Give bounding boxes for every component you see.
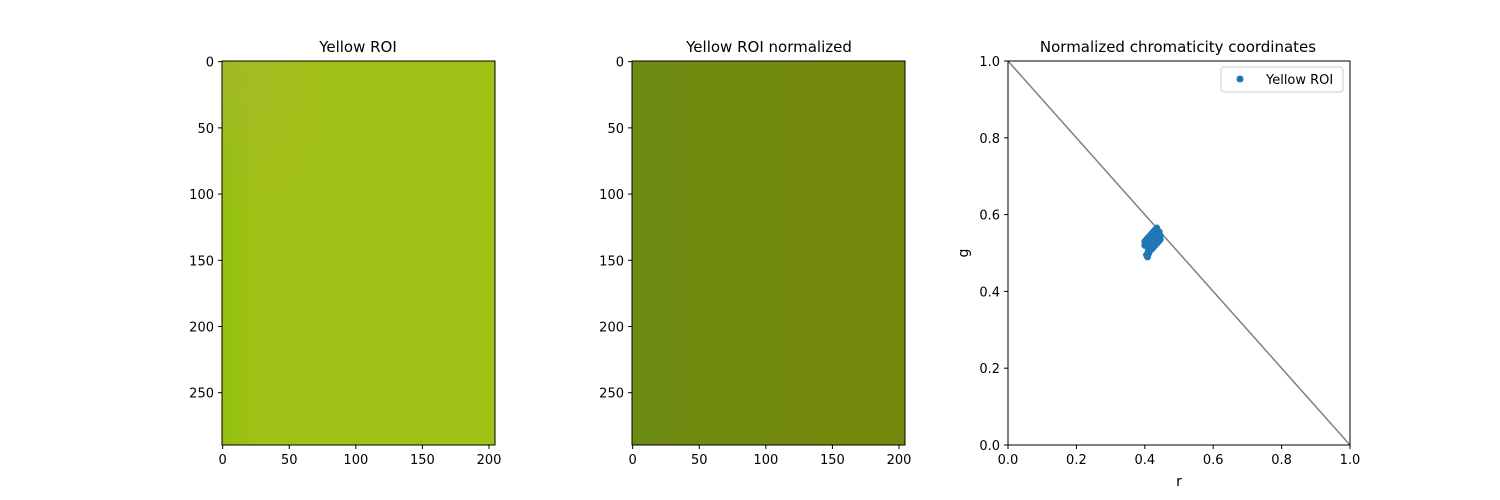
axes-frame — [631, 60, 906, 446]
data-point — [1152, 231, 1160, 239]
x-tick-label: 0.8 — [1271, 453, 1292, 468]
legend-label: Yellow ROI — [1265, 73, 1333, 88]
x-tick-label: 0.6 — [1203, 453, 1224, 468]
y-axis: 0 50 100 150 200 250 — [599, 56, 632, 402]
x-tick-label: 0.0 — [998, 453, 1019, 468]
y-tick-label: 150 — [189, 254, 214, 269]
x-tick-label: 150 — [820, 453, 845, 468]
data-point — [1145, 249, 1153, 257]
y-tick-label: 200 — [189, 320, 214, 335]
y-tick-label: 50 — [197, 122, 214, 137]
y-axis: 0.0 0.2 0.4 0.6 0.8 1.0 — [979, 55, 1008, 454]
x-tick-label: 0.4 — [1134, 453, 1155, 468]
scatter-points — [1141, 224, 1164, 261]
x-axis: 0.0 0.2 0.4 0.6 0.8 1.0 — [998, 445, 1361, 468]
y-axis-label: g — [956, 249, 972, 258]
x-axis: 0 50 100 150 200 — [629, 445, 912, 468]
x-axis-label: r — [1176, 474, 1182, 490]
y-tick-label: 0.2 — [979, 362, 1000, 377]
data-point — [1148, 241, 1156, 249]
axes-frame — [221, 60, 496, 446]
y-tick-label: 200 — [599, 320, 624, 335]
y-tick-label: 250 — [189, 387, 214, 402]
axes-frame — [1007, 60, 1351, 446]
x-tick-label: 1.0 — [1340, 453, 1361, 468]
y-tick-label: 50 — [607, 122, 624, 137]
y-tick-label: 100 — [599, 188, 624, 203]
y-tick-label: 0.0 — [979, 439, 1000, 454]
image-corner-shade — [222, 61, 495, 445]
panel-chromaticity: Normalized chromaticity coordinates 0.0 0… — [956, 38, 1360, 490]
y-tick-label: 0.8 — [979, 132, 1000, 147]
panel-yellow-roi: Yellow ROI 0 50 100 150 200 0 50 100 150 200 250 — [189, 38, 501, 468]
x-tick-label: 100 — [343, 453, 368, 468]
reference-line — [1007, 60, 1351, 446]
x-tick-label: 50 — [691, 453, 708, 468]
x-tick-label: 150 — [410, 453, 435, 468]
y-tick-label: 1.0 — [979, 55, 1000, 70]
chart-title: Yellow ROI — [318, 38, 397, 56]
x-tick-label: 50 — [281, 453, 298, 468]
y-tick-label: 0 — [206, 56, 214, 71]
x-tick-label: 200 — [887, 453, 912, 468]
x-tick-label: 0 — [219, 453, 227, 468]
y-tick-label: 0.4 — [979, 285, 1000, 300]
y-tick-label: 250 — [599, 387, 624, 402]
chart-title: Normalized chromaticity coordinates — [1040, 38, 1316, 56]
legend-box — [1220, 66, 1344, 93]
x-tick-label: 0 — [629, 453, 637, 468]
legend-marker — [1236, 75, 1244, 83]
chart-title: Yellow ROI normalized — [685, 38, 852, 56]
y-tick-label: 100 — [189, 188, 214, 203]
x-tick-label: 200 — [477, 453, 502, 468]
x-tick-label: 0.2 — [1066, 453, 1087, 468]
x-axis: 0 50 100 150 200 — [219, 445, 502, 468]
x-tick-label: 100 — [753, 453, 778, 468]
panel-yellow-roi-normalized: Yellow ROI normalized 0 50 100 150 200 0 50 10… — [599, 38, 911, 468]
y-axis: 0 50 100 150 200 250 — [189, 56, 222, 402]
y-tick-label: 0 — [616, 56, 624, 71]
y-tick-label: 0.6 — [979, 209, 1000, 224]
legend: Yellow ROI — [1220, 66, 1344, 93]
y-tick-label: 150 — [599, 254, 624, 269]
image-area — [632, 61, 905, 445]
